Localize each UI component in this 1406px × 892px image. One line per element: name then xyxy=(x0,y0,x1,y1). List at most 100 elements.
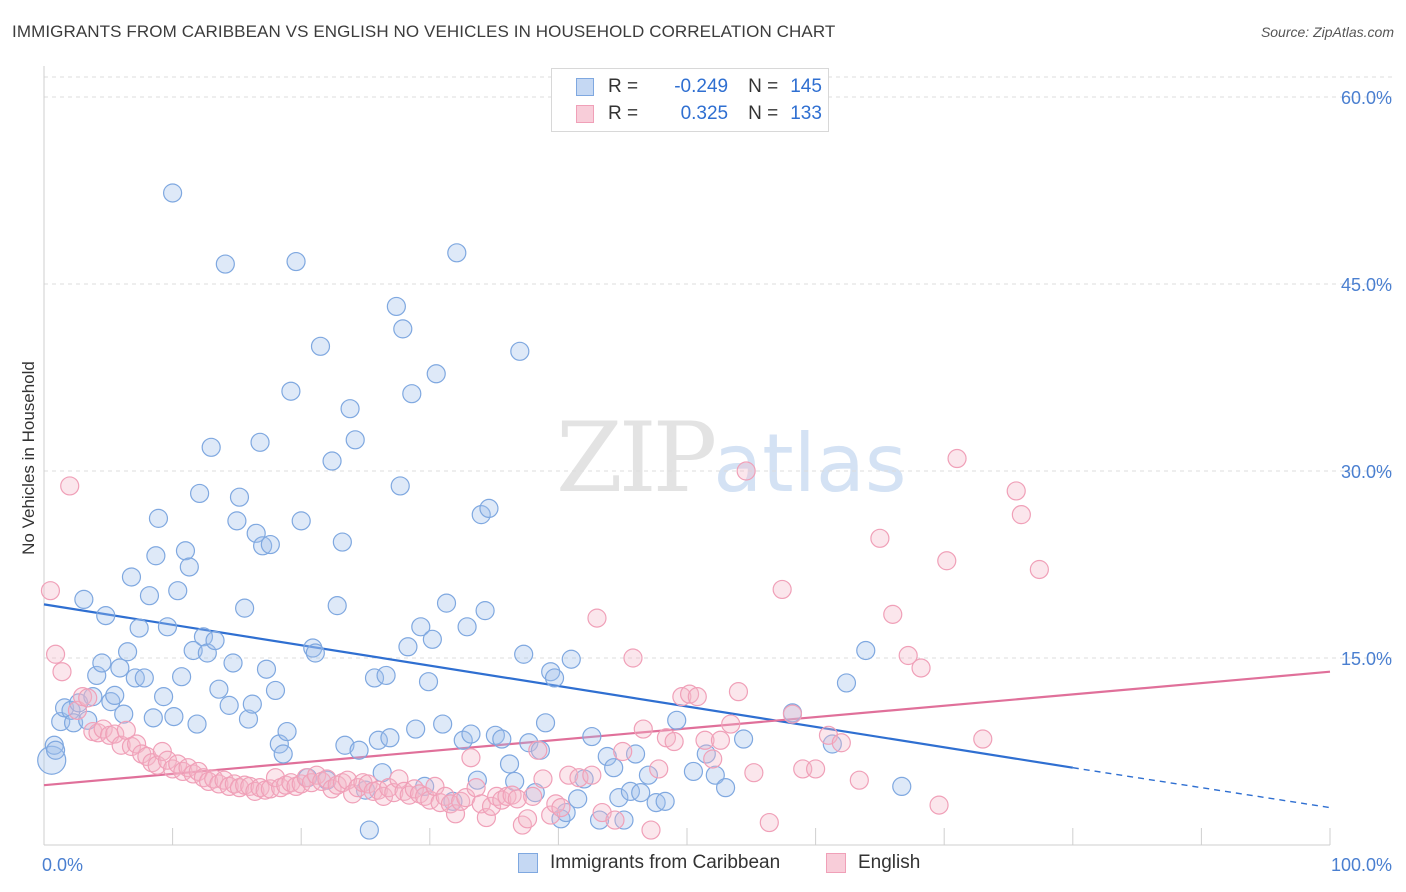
english-point xyxy=(587,608,607,628)
english-point xyxy=(121,736,142,757)
pink-swatch xyxy=(576,105,594,123)
english-point xyxy=(883,604,903,624)
english-point xyxy=(45,644,66,664)
english-point xyxy=(476,807,496,828)
english-point xyxy=(260,779,280,799)
caribbean-point xyxy=(322,451,342,471)
english-point xyxy=(78,688,98,708)
caribbean-point xyxy=(551,809,571,829)
caribbean-point xyxy=(277,721,297,742)
caribbean-point xyxy=(715,778,736,798)
english-point xyxy=(613,741,633,762)
english-point xyxy=(271,778,291,798)
english-point xyxy=(487,786,507,806)
caribbean-point xyxy=(376,665,396,686)
caribbean-point xyxy=(461,724,481,744)
y-tick-label: 30.0% xyxy=(1341,462,1392,482)
caribbean-point xyxy=(110,658,130,678)
pink-swatch xyxy=(826,853,846,873)
caribbean-point xyxy=(163,183,183,203)
axes xyxy=(43,66,1331,846)
legend-r-label: R = xyxy=(608,76,639,97)
caribbean-point xyxy=(238,709,259,729)
english-point xyxy=(541,805,561,825)
caribbean-point xyxy=(205,630,225,651)
english-point xyxy=(649,759,669,779)
caribbean-point xyxy=(683,761,704,782)
caribbean-point xyxy=(310,336,331,356)
caribbean-point xyxy=(175,541,196,561)
series-legend: Immigrants from Caribbean English xyxy=(0,852,1406,878)
y-tick-label: 60.0% xyxy=(1341,88,1392,108)
english-point xyxy=(582,765,602,785)
english-point xyxy=(481,796,502,816)
caribbean-point xyxy=(223,653,243,673)
english-point xyxy=(911,658,931,678)
caribbean-point xyxy=(447,243,467,263)
caribbean-point xyxy=(892,776,912,797)
caribbean-point xyxy=(667,710,687,730)
english-point xyxy=(687,687,707,707)
legend-item-english[interactable]: English xyxy=(826,852,920,874)
caribbean-point xyxy=(242,694,262,714)
english-point xyxy=(736,461,756,481)
caribbean-point xyxy=(390,476,410,496)
caribbean-point xyxy=(168,581,188,601)
english-point xyxy=(502,785,522,805)
data-points xyxy=(37,183,1049,840)
english-point xyxy=(805,759,826,779)
caribbean-point xyxy=(63,713,84,733)
legend-label: English xyxy=(858,852,921,873)
english-point xyxy=(664,731,684,752)
caribbean-point xyxy=(705,765,725,785)
y-axis-label: No Vehicles in Household xyxy=(19,361,38,555)
legend-item-caribbean[interactable]: Immigrants from Caribbean xyxy=(518,852,780,874)
legend-label: Immigrants from Caribbean xyxy=(550,852,781,873)
caribbean-point xyxy=(327,596,347,616)
caribbean-point xyxy=(253,536,273,556)
caribbean-point xyxy=(96,606,116,626)
english-point xyxy=(1029,559,1049,580)
caribbean-point xyxy=(157,617,178,637)
english-point xyxy=(399,785,419,805)
caribbean-point xyxy=(544,668,565,688)
english-point xyxy=(430,793,450,813)
caribbean-point xyxy=(479,498,499,518)
caribbean-point xyxy=(398,637,418,657)
english-point xyxy=(782,704,803,724)
caribbean-point xyxy=(631,783,651,803)
english-point xyxy=(229,778,250,798)
english-point xyxy=(466,778,486,798)
caribbean-point xyxy=(260,534,280,555)
english-point xyxy=(728,682,749,702)
english-point xyxy=(695,730,715,750)
english-point xyxy=(224,774,244,794)
caribbean-point xyxy=(655,791,675,811)
english-point xyxy=(178,758,198,778)
watermark-zip: ZIP xyxy=(556,402,717,514)
caribbean-point xyxy=(696,744,716,764)
caribbean-point xyxy=(229,487,250,507)
english-point xyxy=(188,761,208,782)
caribbean-point xyxy=(471,505,491,525)
english-point xyxy=(744,763,764,783)
english-point xyxy=(772,579,792,600)
caribbean-point xyxy=(179,557,199,577)
english-trend-line xyxy=(43,670,1331,787)
source-label: Source: ZipAtlas.com xyxy=(1260,24,1394,40)
caribbean-point xyxy=(418,672,439,692)
blue-swatch xyxy=(576,78,594,96)
caribbean-point xyxy=(250,432,270,452)
caribbean-point xyxy=(87,665,107,686)
english-point xyxy=(1011,505,1031,525)
caribbean-point xyxy=(61,700,81,720)
caribbean-point xyxy=(733,729,754,749)
english-point xyxy=(105,724,125,744)
english-point xyxy=(52,662,72,682)
legend-n-label: N = xyxy=(748,76,779,97)
x-tick-label: 0.0% xyxy=(42,855,83,875)
caribbean-point xyxy=(273,744,293,764)
english-point xyxy=(409,784,430,804)
caribbean-point xyxy=(332,532,352,552)
english-point xyxy=(214,770,234,790)
